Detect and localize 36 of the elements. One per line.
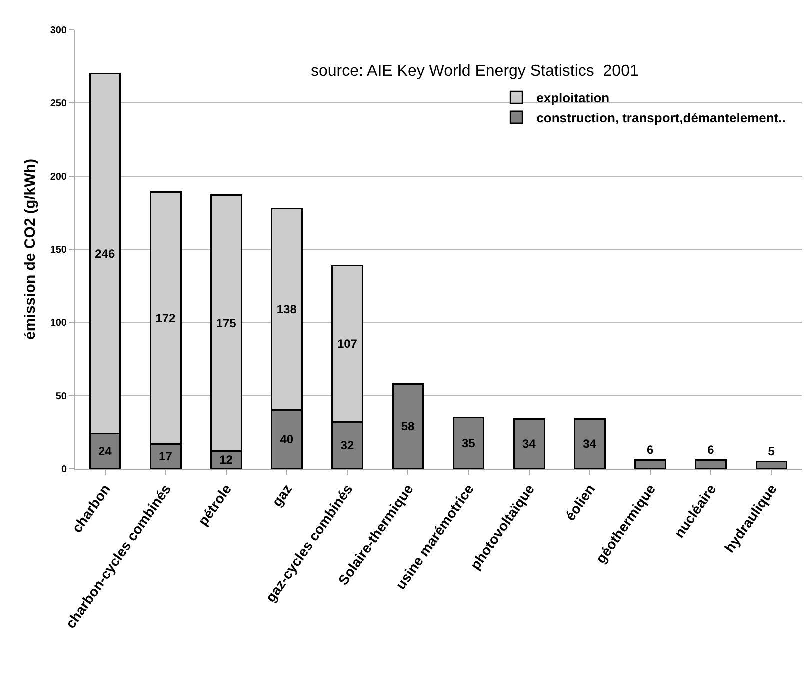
data-label: 34 (583, 437, 597, 452)
bar (634, 459, 666, 469)
legend-label: construction, transport,démantelement.. (536, 110, 786, 126)
bar (513, 418, 546, 469)
data-label: 6 (708, 443, 715, 458)
y-tick-label: 0 (61, 464, 68, 476)
bar (392, 383, 424, 469)
bar (574, 418, 606, 469)
data-label: 107 (337, 336, 358, 351)
y-axis-title: émission de CO2 (g/kWh) (22, 159, 39, 340)
y-tick-label: 300 (50, 26, 68, 36)
data-label: 175 (216, 316, 237, 330)
x-tick-label: gaz (268, 481, 296, 510)
legend-label: exploitation (536, 90, 610, 106)
bar (695, 459, 728, 469)
data-label: 32 (340, 438, 354, 453)
data-label: 17 (159, 450, 173, 464)
data-label: 6 (647, 443, 654, 458)
data-label: 35 (462, 436, 476, 450)
data-label: 12 (220, 453, 234, 468)
y-tick-label: 50 (56, 391, 68, 402)
data-label: 24 (98, 444, 112, 458)
data-label: 172 (156, 311, 176, 326)
data-label: 34 (522, 437, 536, 452)
data-label: 5 (768, 444, 776, 459)
data-label: 138 (276, 302, 298, 316)
y-tick-label: 100 (50, 318, 68, 330)
annotation: source: AIE Key World Energy Statistics 2001 (311, 63, 639, 80)
data-label: 246 (95, 246, 116, 261)
y-tick-label: 150 (50, 245, 68, 256)
y-tick-label: 250 (50, 98, 68, 110)
data-label: 58 (401, 420, 416, 434)
y-tick-label: 200 (50, 172, 68, 183)
bar (756, 460, 788, 469)
bar (452, 417, 485, 469)
data-label: 40 (280, 432, 294, 447)
